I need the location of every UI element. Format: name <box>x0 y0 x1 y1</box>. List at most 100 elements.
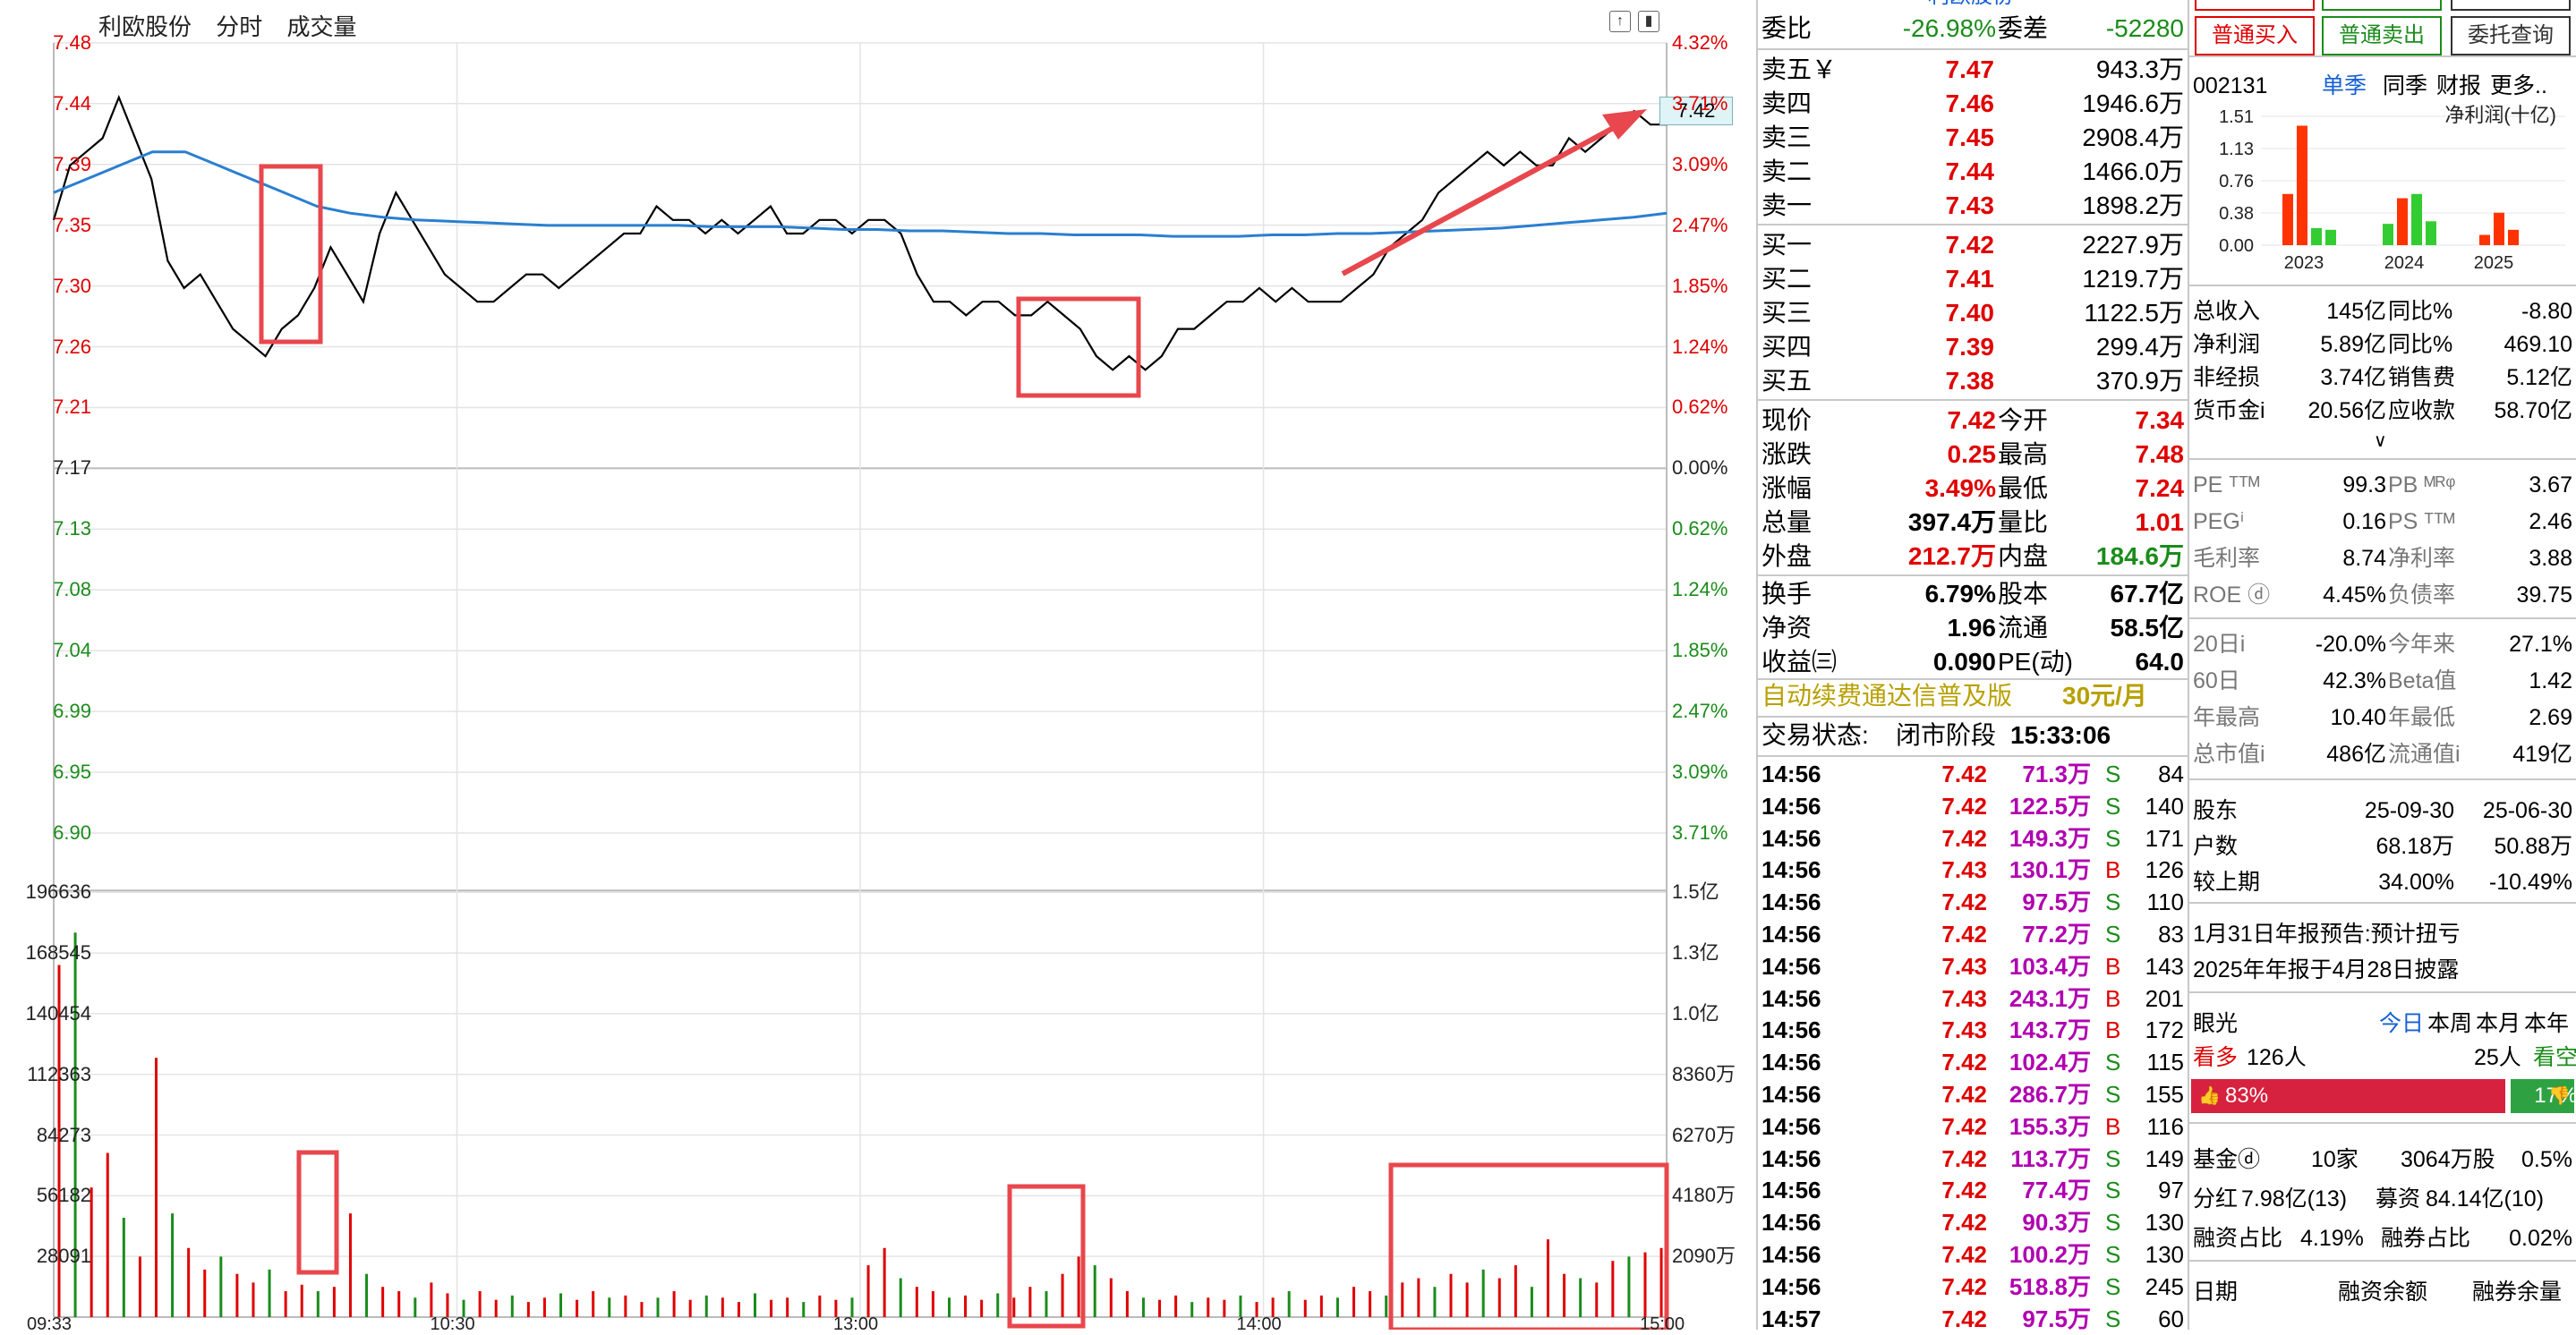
stat-label: PE(动) <box>1998 648 2074 676</box>
bull-label[interactable]: 看多 <box>2193 1045 2239 1070</box>
stat-label: 现价 <box>1761 406 1813 434</box>
annotation-box <box>259 164 323 344</box>
trade-button[interactable]: 信用卖出 <box>2322 0 2442 11</box>
bid-price[interactable]: 7.42 <box>1945 231 1995 259</box>
tick-side: S <box>2105 824 2121 852</box>
divider <box>1758 48 2188 50</box>
tick-price: 7.42 <box>1941 1112 1987 1140</box>
tick-side: S <box>2105 1241 2121 1268</box>
bid-row[interactable]: 买五 7.38 370.9万 <box>1758 365 2188 397</box>
bear-pct: 17% <box>2534 1084 2576 1108</box>
tick-time: 14:56 <box>1761 1272 1821 1300</box>
ask-price[interactable]: 7.46 <box>1945 89 1995 117</box>
performance-label: 20日i <box>2193 632 2246 657</box>
ask-row[interactable]: 卖四 7.46 1946.6万 <box>1758 88 2188 120</box>
notice-2[interactable]: 2025年年报于4月28日披露 <box>2193 957 2460 982</box>
tick-count: 201 <box>2145 984 2184 1012</box>
stat-value: 67.7亿 <box>2110 580 2185 608</box>
trade-button[interactable]: 担保品 <box>2451 0 2571 11</box>
performance-label: 总市值i <box>2193 742 2265 767</box>
percent-axis-label: 3.71% <box>1672 821 1728 845</box>
tab-quarter[interactable]: 单季 <box>2322 73 2367 98</box>
ask-row[interactable]: 卖三 7.45 2908.4万 <box>1758 122 2188 154</box>
bid-price[interactable]: 7.40 <box>1945 299 1995 327</box>
ask-row[interactable]: 卖五￥ 7.47 943.3万 <box>1758 54 2188 86</box>
ask-price[interactable]: 7.43 <box>1945 191 1995 219</box>
expand-icon[interactable]: ∨ <box>2374 431 2387 451</box>
tab-today[interactable]: 今日 <box>2379 1011 2425 1036</box>
performance-label: Beta值 <box>2388 668 2457 693</box>
fin-row: 总收入 145亿 同比% -8.80 <box>2189 293 2576 329</box>
divider <box>2189 1122 2576 1124</box>
notice-row-1[interactable]: 1月31日年报预告:预计扭亏 <box>2189 916 2576 952</box>
ask-level-label: 卖二 <box>1761 157 1813 185</box>
annotation-arrow-shaft <box>1341 123 1620 276</box>
fin-row: 非经损 3.74亿 销售费 5.12亿 <box>2189 360 2576 395</box>
fund-row: 基金ⓓ 10家 3064万股 0.5% <box>2189 1142 2576 1178</box>
chart-restore-button[interactable]: ↑ <box>1609 11 1631 32</box>
ask-price[interactable]: 7.44 <box>1945 157 1995 185</box>
price-axis-label: 7.48 <box>53 30 91 54</box>
trade-button[interactable]: 委托查询 <box>2451 16 2571 55</box>
tab-year[interactable]: 本年 <box>2524 1011 2570 1036</box>
bear-label[interactable]: 看空 <box>2533 1045 2576 1070</box>
tab-same-quarter[interactable]: 同季 <box>2383 73 2428 98</box>
fin-value: 5.89亿 <box>2320 332 2386 357</box>
current-price-tag: 7.42 <box>1659 97 1733 125</box>
ask-price[interactable]: 7.45 <box>1945 123 1995 151</box>
divider <box>2189 458 2576 460</box>
tick-price: 7.42 <box>1941 1177 1987 1204</box>
bid-row[interactable]: 买二 7.41 1219.7万 <box>1758 263 2188 295</box>
tick-price: 7.42 <box>1941 1305 1987 1332</box>
price-axis-label: 7.13 <box>53 517 91 540</box>
tick-time: 14:56 <box>1761 1241 1821 1268</box>
tab-week[interactable]: 本周 <box>2427 1011 2473 1036</box>
ask-volume: 1946.6万 <box>2082 89 2184 117</box>
bid-row[interactable]: 买三 7.40 1122.5万 <box>1758 297 2188 329</box>
price-axis-label: 7.39 <box>53 152 91 175</box>
annotation-box <box>1388 1162 1669 1330</box>
trade-button[interactable]: 信用买入 <box>2195 0 2315 11</box>
tick-volume: 103.4万 <box>2009 952 2091 980</box>
tick-side: S <box>2105 1305 2121 1332</box>
bid-row[interactable]: 买四 7.39 299.4万 <box>1758 331 2188 363</box>
thumbs-down-icon[interactable]: 👎 <box>2548 1086 2571 1106</box>
ask-price[interactable]: 7.47 <box>1945 55 1995 83</box>
promo-banner[interactable]: 自动续费通达信普及版 30元/月 <box>1758 680 2188 712</box>
bid-price[interactable]: 7.38 <box>1945 367 1995 395</box>
trade-button[interactable]: 普通卖出 <box>2322 16 2442 55</box>
bid-price[interactable]: 7.39 <box>1945 333 1995 361</box>
tick-count: 115 <box>2146 1049 2184 1076</box>
tab-month[interactable]: 本月 <box>2476 1011 2521 1036</box>
thumbs-up-icon[interactable]: 👍 <box>2198 1086 2221 1106</box>
tick-volume: 149.3万 <box>2009 824 2091 852</box>
notice-row-2[interactable]: 2025年年报于4月28日披露 <box>2189 952 2576 988</box>
tick-volume: 143.7万 <box>2009 1016 2091 1044</box>
tick-side: S <box>2105 761 2121 787</box>
stat-value: 1.96 <box>1947 614 1997 642</box>
fin-value: 5.12亿 <box>2506 365 2572 390</box>
volume-axis-label: 196636 <box>25 880 91 904</box>
bid-price[interactable]: 7.41 <box>1945 265 1995 293</box>
promo-price[interactable]: 30元/月 <box>2062 682 2147 710</box>
volume-axis-label: 112363 <box>27 1062 91 1085</box>
expand-row[interactable]: ∨ <box>2189 428 2576 455</box>
fin-value: 58.70亿 <box>2494 398 2572 423</box>
tick-volume: 155.3万 <box>2009 1112 2091 1140</box>
notice-1[interactable]: 1月31日年报预告:预计扭亏 <box>2193 922 2461 947</box>
ask-row[interactable]: 卖一 7.43 1898.2万 <box>1758 190 2188 222</box>
intraday-chart-canvas[interactable] <box>0 0 1756 1330</box>
chart-panel-toggle-button[interactable]: ▮ <box>1638 11 1659 32</box>
chart-title: 利欧股份 分时 成交量 <box>98 9 375 42</box>
tab-report[interactable]: 财报 <box>2436 73 2482 98</box>
intraday-chart-panel[interactable]: 利欧股份 分时 成交量 ↑ ▮ 7.42 7.48 7.44 7.39 7.35 7.3… <box>0 0 1758 1334</box>
bid-row[interactable]: 买一 7.42 2227.9万 <box>1758 229 2188 261</box>
tab-more[interactable]: 更多.. <box>2490 73 2547 98</box>
divider <box>2189 617 2576 619</box>
trade-status-time: 15:33:06 <box>2010 721 2111 749</box>
promo-text[interactable]: 自动续费通达信普及版 <box>1761 682 2013 710</box>
ask-row[interactable]: 卖二 7.44 1466.0万 <box>1758 156 2188 188</box>
tick-time: 14:56 <box>1761 761 1821 787</box>
trade-button[interactable]: 普通买入 <box>2195 16 2315 55</box>
tick-volume: 122.5万 <box>2009 792 2091 820</box>
